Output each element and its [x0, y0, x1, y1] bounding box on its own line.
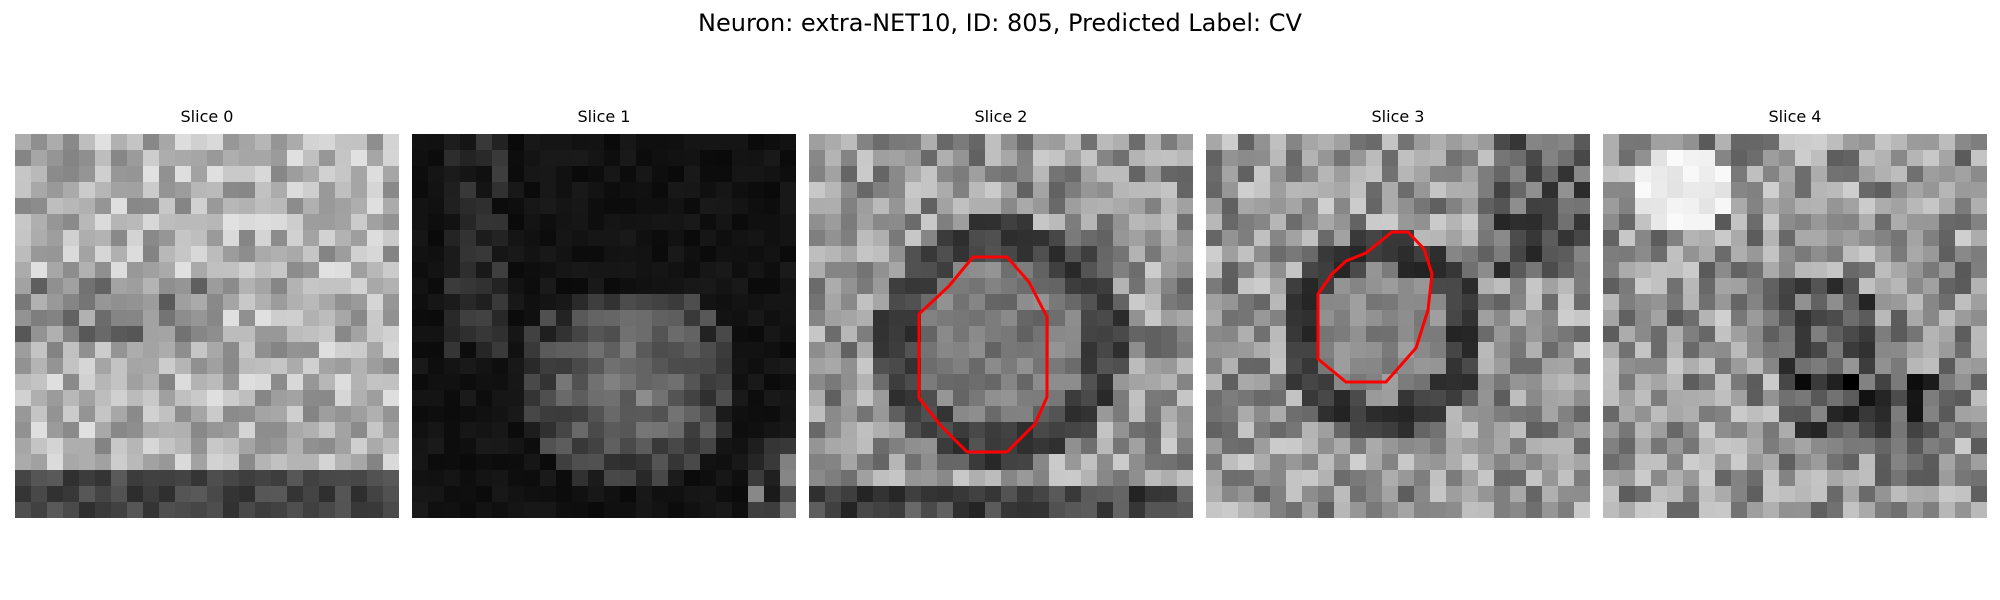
- slice-image-3: [1206, 134, 1590, 518]
- slice-panel-3: Slice 3: [1206, 107, 1590, 518]
- slice-image-1: [412, 134, 796, 518]
- slice-title-4: Slice 4: [1768, 107, 1822, 126]
- slice-panel-4: Slice 4: [1603, 107, 1987, 518]
- slice-title-0: Slice 0: [180, 107, 234, 126]
- slice-image-4: [1603, 134, 1987, 518]
- slice-image-2: [809, 134, 1193, 518]
- slice-title-1: Slice 1: [577, 107, 631, 126]
- segmentation-contour-3: [1316, 230, 1434, 384]
- slice-image-0: [15, 134, 399, 518]
- slice-panel-2: Slice 2: [809, 107, 1193, 518]
- figure-title: Neuron: extra-NET10, ID: 805, Predicted …: [698, 9, 1302, 37]
- segmentation-contour-2: [917, 255, 1049, 454]
- slice-title-2: Slice 2: [974, 107, 1028, 126]
- slice-panel-0: Slice 0: [15, 107, 399, 518]
- slice-title-3: Slice 3: [1371, 107, 1425, 126]
- slice-panel-1: Slice 1: [412, 107, 796, 518]
